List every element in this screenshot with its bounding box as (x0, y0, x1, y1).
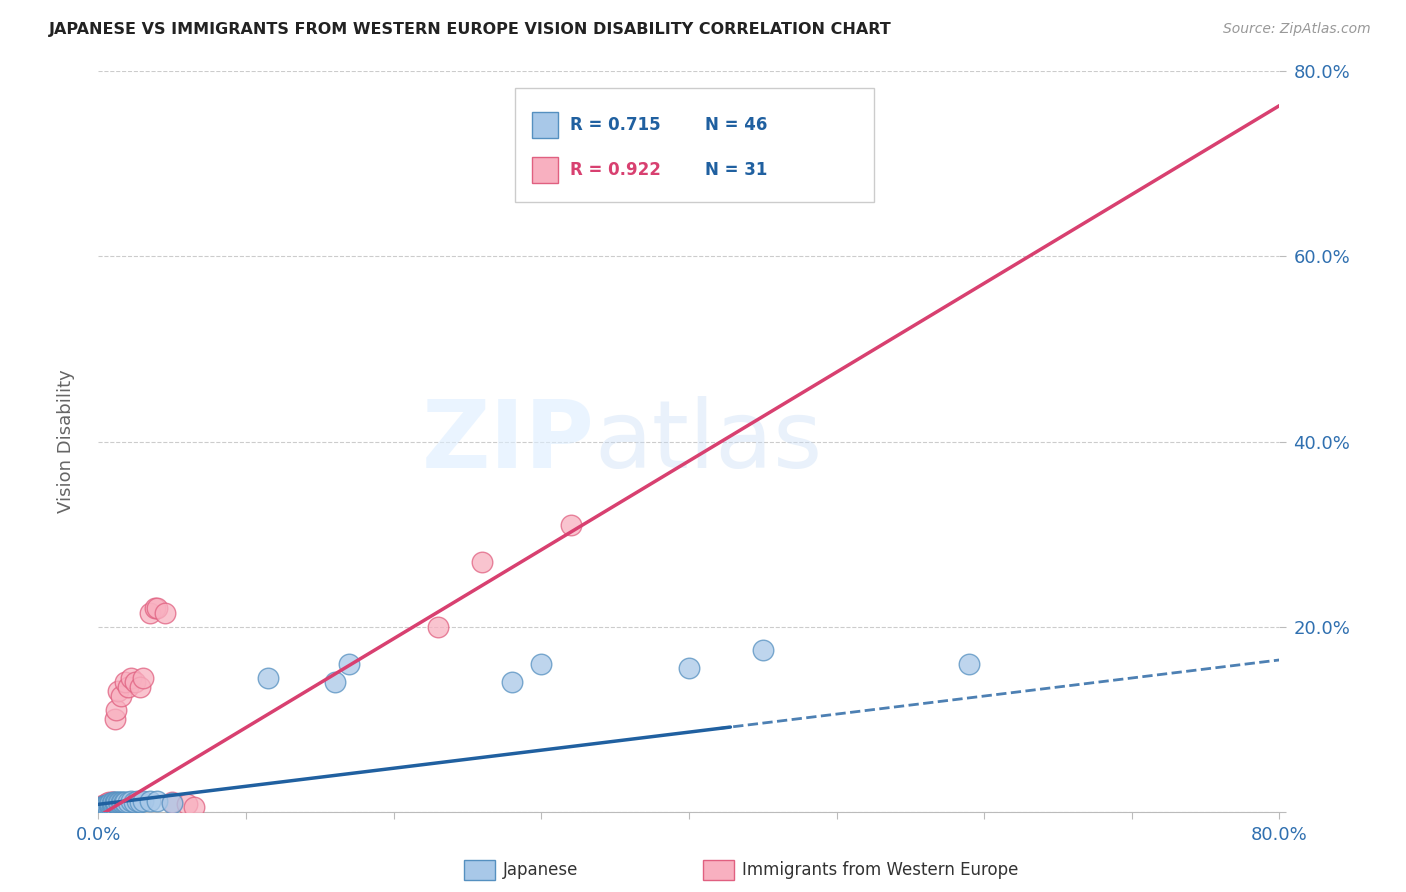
Point (128, 795, 150, 809)
Point (94, 798, 117, 813)
Point (108, 795, 131, 809)
Point (323, 675, 346, 690)
Point (93, 799, 115, 814)
Bar (531, 157, 558, 183)
Point (93, 799, 115, 814)
Point (162, 797, 183, 811)
Point (89, 802, 111, 816)
Point (560, 517, 582, 532)
Point (103, 797, 125, 812)
Point (91, 801, 114, 815)
Text: JAPANESE VS IMMIGRANTS FROM WESTERN EUROPE VISION DISABILITY CORRELATION CHART: JAPANESE VS IMMIGRANTS FROM WESTERN EURO… (49, 22, 891, 37)
Point (94, 797, 117, 812)
Point (96, 798, 118, 813)
Point (146, 794, 169, 808)
Point (98, 798, 121, 813)
Point (89, 802, 111, 816)
Point (678, 661, 700, 675)
Point (530, 657, 553, 671)
Point (91, 798, 114, 813)
Text: ZIP: ZIP (422, 395, 595, 488)
Point (427, 619, 450, 633)
Point (100, 797, 122, 811)
Point (103, 796, 125, 810)
Point (104, 795, 127, 809)
Point (93, 801, 115, 815)
Y-axis label: Vision Disability: Vision Disability (56, 369, 75, 514)
Text: atlas: atlas (595, 395, 823, 488)
Text: Immigrants from Western Europe: Immigrants from Western Europe (742, 861, 1019, 879)
Point (257, 671, 280, 685)
Point (132, 794, 155, 808)
Point (105, 795, 128, 809)
Point (1312, 138, 1334, 153)
Point (117, 680, 139, 694)
Point (107, 684, 129, 698)
Point (471, 555, 494, 569)
Point (751, 642, 773, 657)
Text: R = 0.715: R = 0.715 (569, 117, 661, 135)
Point (959, 657, 981, 671)
Text: N = 31: N = 31 (706, 161, 768, 178)
Point (91, 799, 114, 814)
Point (128, 680, 150, 694)
Point (339, 657, 360, 671)
Point (146, 601, 169, 615)
Point (112, 796, 135, 810)
Point (122, 795, 145, 809)
Point (120, 671, 142, 685)
Point (107, 796, 129, 810)
Point (97, 797, 120, 812)
Point (96, 800, 118, 814)
Point (90, 801, 112, 815)
Point (124, 675, 146, 690)
Text: Japanese: Japanese (503, 861, 579, 879)
Point (153, 606, 176, 620)
Point (90, 800, 112, 814)
Point (143, 601, 166, 615)
Point (105, 797, 128, 811)
Point (100, 795, 122, 809)
Point (104, 797, 127, 811)
Point (111, 795, 134, 809)
Point (139, 606, 162, 620)
Point (501, 675, 523, 690)
Point (162, 796, 183, 810)
Text: Source: ZipAtlas.com: Source: ZipAtlas.com (1223, 22, 1371, 37)
Point (110, 689, 132, 703)
FancyBboxPatch shape (516, 88, 875, 202)
Point (98, 797, 121, 811)
Point (132, 671, 155, 685)
Point (98, 797, 121, 812)
Point (97, 796, 120, 810)
Point (105, 703, 128, 717)
Point (139, 794, 162, 808)
Point (94, 800, 117, 814)
Text: N = 46: N = 46 (706, 117, 768, 135)
Point (110, 796, 132, 810)
Point (100, 798, 122, 813)
Point (183, 800, 205, 814)
Point (120, 794, 142, 808)
Point (117, 796, 139, 810)
Point (114, 795, 136, 809)
Point (125, 794, 148, 808)
Point (114, 675, 136, 690)
Bar (531, 112, 558, 138)
Text: R = 0.922: R = 0.922 (569, 161, 661, 178)
Point (104, 712, 127, 726)
Point (103, 796, 125, 810)
Point (96, 797, 118, 811)
Point (97, 799, 120, 814)
Point (90, 800, 112, 814)
Point (176, 797, 198, 812)
